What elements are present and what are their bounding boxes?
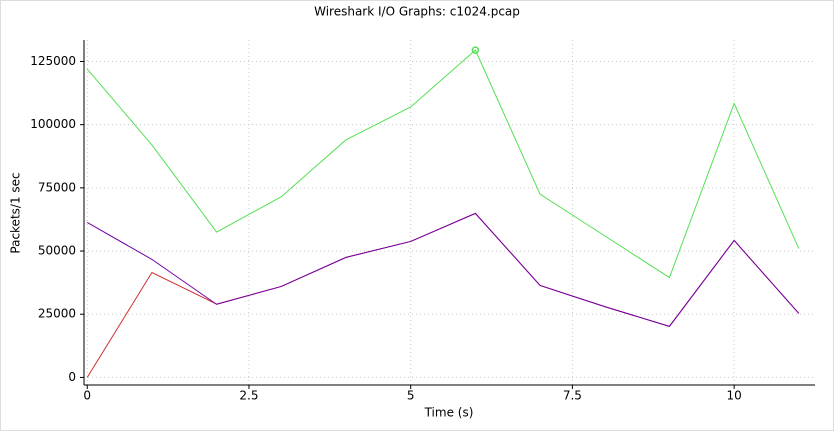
- y-tick-label: 25000: [38, 307, 76, 321]
- grid: [84, 40, 815, 385]
- x-tick-label: 5: [407, 389, 415, 403]
- y-tick-label: 75000: [38, 180, 76, 194]
- point-marker: [471, 46, 480, 54]
- y-tick-label: 125000: [30, 54, 76, 68]
- y-tick-label: 0: [68, 370, 76, 384]
- y-tick-label: 100000: [30, 117, 76, 131]
- line-series: [86, 212, 800, 327]
- x-tick-label: 0: [83, 389, 91, 403]
- x-tick-label: 7.5: [563, 389, 582, 403]
- x-axis-label: Time (s): [424, 406, 474, 420]
- line-series: [86, 49, 800, 279]
- y-axis-label: Packets/1 sec: [9, 172, 23, 253]
- x-tick-label: 2.5: [239, 389, 258, 403]
- chart-title: Wireshark I/O Graphs: c1024.pcap: [314, 5, 520, 19]
- y-tick-label: 50000: [38, 244, 76, 258]
- x-tick-label: 10: [726, 389, 741, 403]
